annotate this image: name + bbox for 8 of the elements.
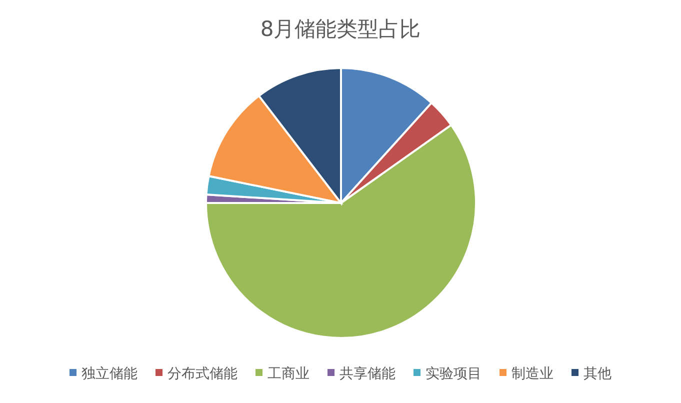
legend-label: 其他 bbox=[584, 366, 612, 382]
legend-label: 分布式储能 bbox=[168, 366, 238, 382]
legend-label: 实验项目 bbox=[426, 366, 482, 382]
legend-label: 独立储能 bbox=[82, 366, 138, 382]
chart-title: 8月储能类型占比 bbox=[260, 17, 421, 41]
legend-label: 制造业 bbox=[512, 366, 554, 382]
legend-label: 共享储能 bbox=[340, 366, 396, 382]
legend-label: 工商业 bbox=[268, 366, 310, 382]
